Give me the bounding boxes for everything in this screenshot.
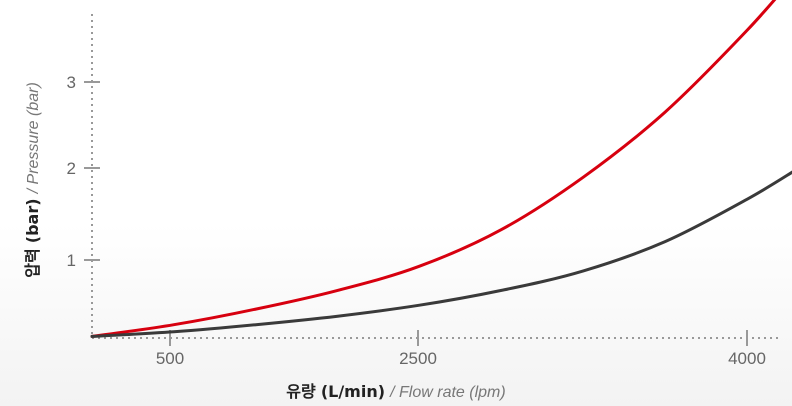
x-axis-title-korean: 유량 (286, 382, 316, 401)
x-axis-title-unit: (L/min) (320, 382, 386, 401)
series-group (90, 0, 792, 338)
x-axis-title-english: / Flow rate (lpm) (390, 384, 506, 401)
x-axis-title: 유량 (L/min) / Flow rate (lpm) (0, 378, 792, 402)
y-tick-label: 1 (67, 251, 76, 270)
series-line-2 (90, 170, 792, 338)
x-tick-label: 4000 (728, 349, 766, 368)
series-line-1 (90, 0, 777, 338)
y-axis-title-unit: (bar) (23, 198, 42, 244)
x-tick-label: 2500 (399, 349, 437, 368)
y-axis-title-korean: 압력 (23, 248, 42, 278)
y-tick-label: 3 (67, 73, 76, 92)
x-tick-label: 500 (156, 349, 184, 368)
y-tick-label: 2 (67, 159, 76, 178)
ticks-group: 500 2500 4000 1 2 3 (67, 73, 766, 368)
y-axis-title-english: / Pressure (bar) (25, 82, 42, 194)
